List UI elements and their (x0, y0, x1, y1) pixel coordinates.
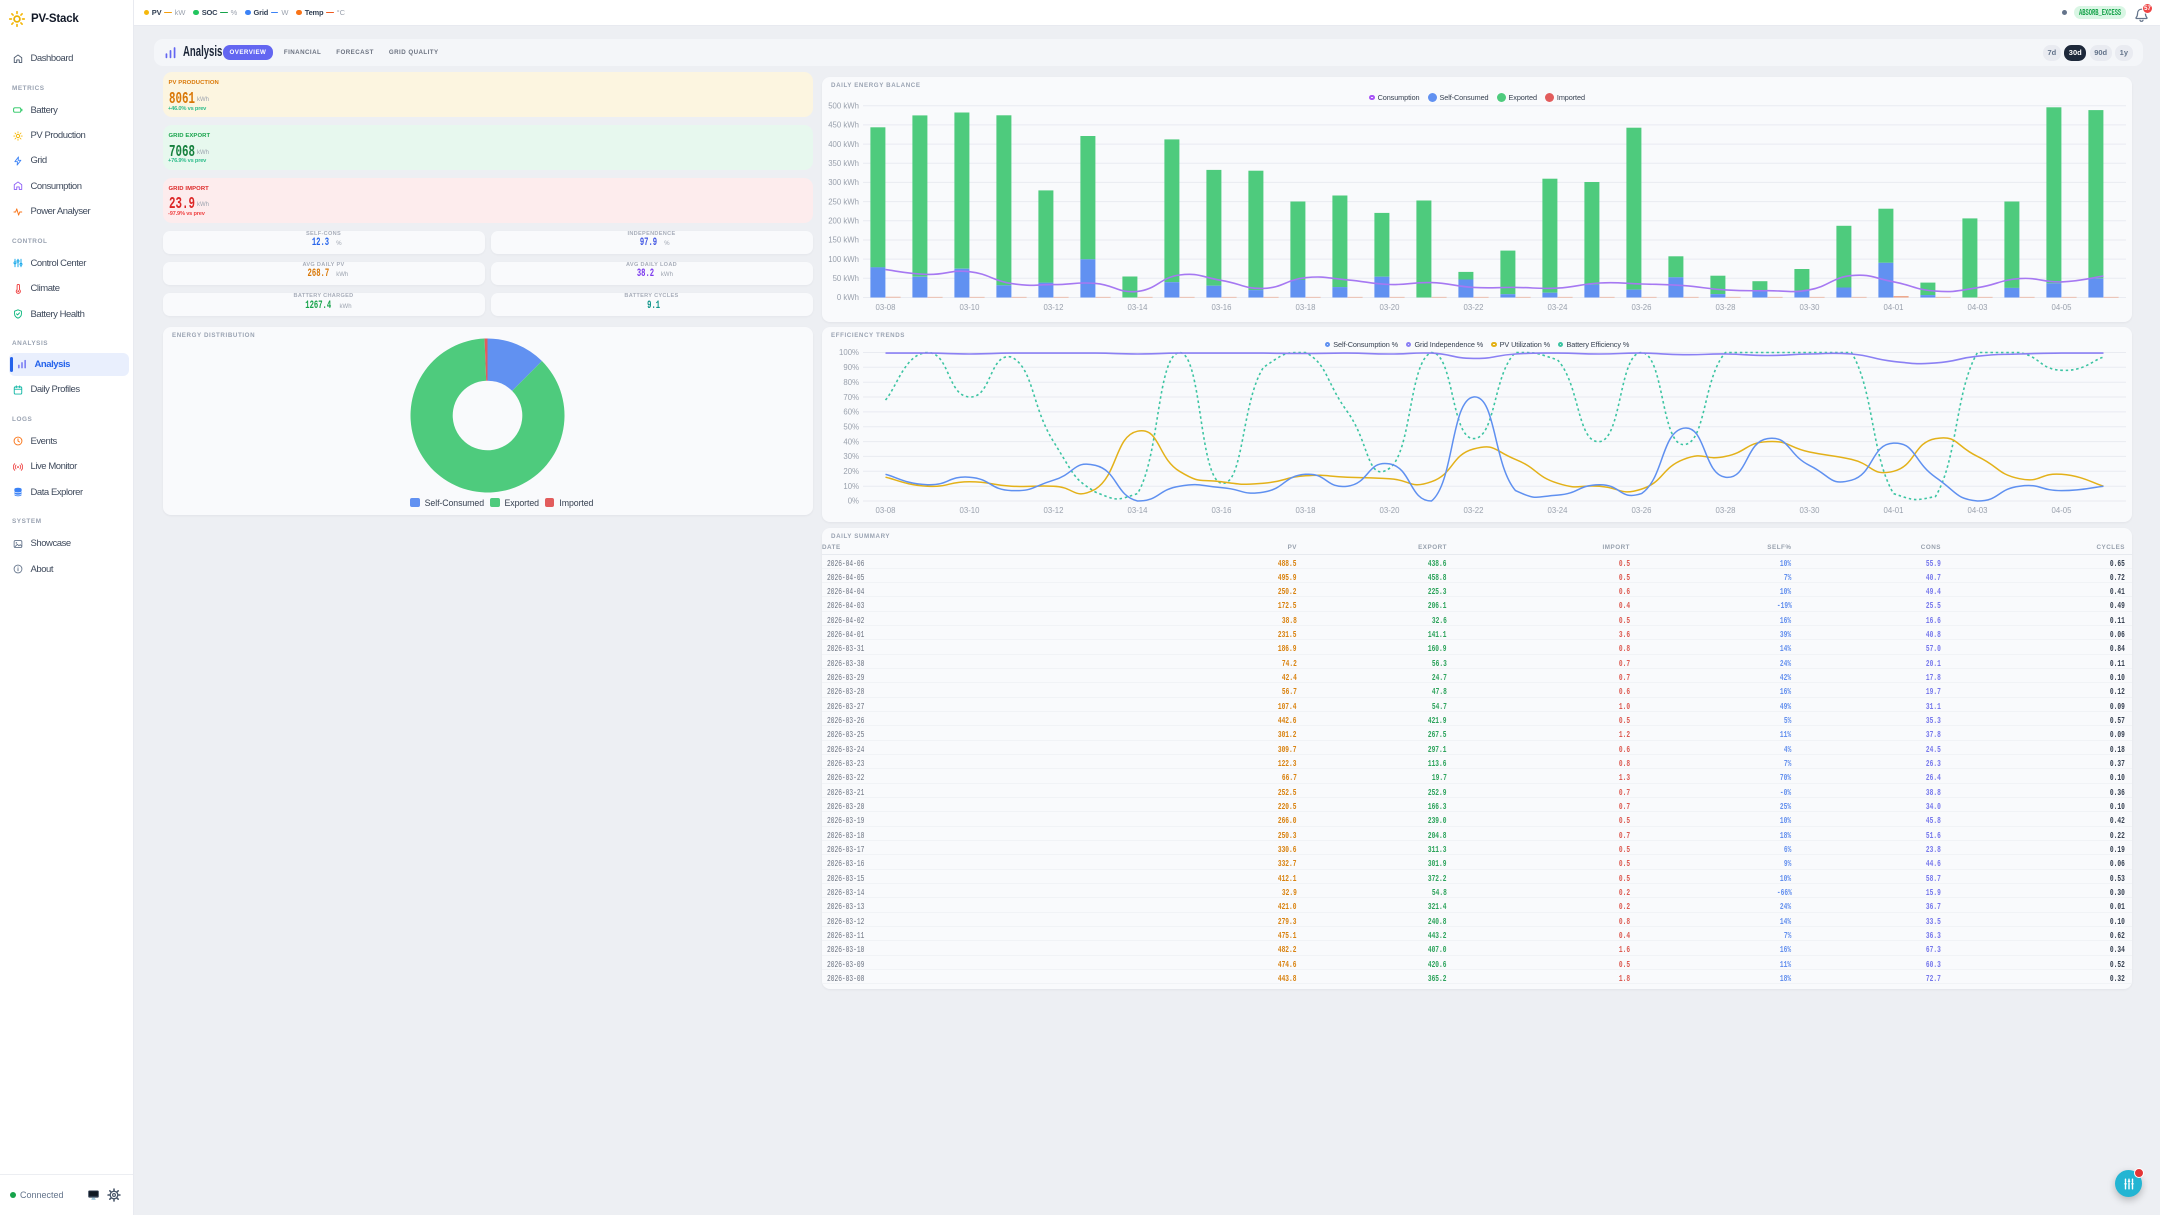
svg-text:03-30: 03-30 (1800, 303, 1821, 312)
svg-text:100%: 100% (839, 348, 859, 357)
svg-text:50%: 50% (843, 423, 859, 432)
svg-text:03-26: 03-26 (1632, 303, 1652, 312)
svg-text:03-14: 03-14 (1128, 506, 1149, 515)
svg-text:10%: 10% (843, 482, 859, 491)
svg-text:03-30: 03-30 (1800, 506, 1821, 515)
svg-text:80%: 80% (843, 378, 859, 387)
svg-text:400 kWh: 400 kWh (828, 140, 859, 149)
svg-text:03-12: 03-12 (1044, 506, 1064, 515)
svg-text:200 kWh: 200 kWh (828, 217, 859, 226)
svg-text:03-14: 03-14 (1128, 303, 1149, 312)
svg-text:04-05: 04-05 (2052, 303, 2073, 312)
svg-text:03-22: 03-22 (1464, 303, 1484, 312)
svg-text:50 kWh: 50 kWh (833, 274, 859, 283)
svg-text:04-03: 04-03 (1968, 506, 1988, 515)
svg-text:03-16: 03-16 (1212, 506, 1232, 515)
svg-text:90%: 90% (843, 363, 859, 372)
svg-text:70%: 70% (843, 393, 859, 402)
svg-text:0%: 0% (848, 497, 859, 506)
svg-text:03-10: 03-10 (960, 506, 981, 515)
svg-text:03-26: 03-26 (1632, 506, 1652, 515)
svg-text:500 kWh: 500 kWh (828, 101, 859, 110)
svg-text:03-18: 03-18 (1296, 303, 1316, 312)
svg-text:03-16: 03-16 (1212, 303, 1232, 312)
svg-text:04-05: 04-05 (2052, 506, 2073, 515)
svg-text:03-10: 03-10 (960, 303, 981, 312)
svg-text:04-01: 04-01 (1884, 303, 1904, 312)
svg-text:03-24: 03-24 (1548, 506, 1569, 515)
svg-text:03-28: 03-28 (1716, 303, 1736, 312)
svg-text:40%: 40% (843, 437, 859, 446)
svg-text:03-20: 03-20 (1380, 506, 1401, 515)
svg-text:20%: 20% (843, 467, 859, 476)
svg-text:350 kWh: 350 kWh (828, 159, 859, 168)
svg-text:03-08: 03-08 (876, 506, 896, 515)
svg-text:03-24: 03-24 (1548, 303, 1569, 312)
svg-text:60%: 60% (843, 408, 859, 417)
svg-text:150 kWh: 150 kWh (828, 236, 859, 245)
svg-text:450 kWh: 450 kWh (828, 121, 859, 130)
svg-text:03-28: 03-28 (1716, 506, 1736, 515)
svg-text:0 kWh: 0 kWh (837, 293, 859, 302)
svg-text:300 kWh: 300 kWh (828, 178, 859, 187)
svg-text:03-12: 03-12 (1044, 303, 1064, 312)
svg-text:03-20: 03-20 (1380, 303, 1401, 312)
svg-text:100 kWh: 100 kWh (828, 255, 859, 264)
svg-text:03-18: 03-18 (1296, 506, 1316, 515)
svg-text:04-01: 04-01 (1884, 506, 1904, 515)
svg-text:03-22: 03-22 (1464, 506, 1484, 515)
svg-text:03-08: 03-08 (876, 303, 896, 312)
svg-text:04-03: 04-03 (1968, 303, 1988, 312)
svg-text:30%: 30% (843, 452, 859, 461)
svg-text:250 kWh: 250 kWh (828, 197, 859, 206)
